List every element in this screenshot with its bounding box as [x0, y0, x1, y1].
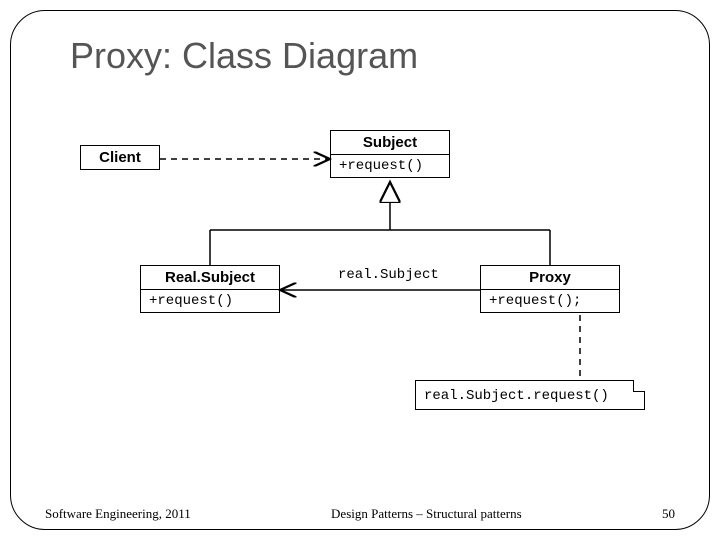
class-name: Subject [331, 131, 449, 155]
footer-center: Design Patterns – Structural patterns [331, 506, 522, 522]
class-box-subject: Subject +request() [330, 130, 450, 178]
class-method: +request(); [481, 290, 619, 312]
class-box-proxy: Proxy +request(); [480, 265, 620, 313]
slide-title: Proxy: Class Diagram [70, 35, 418, 77]
footer-left: Software Engineering, 2011 [45, 506, 191, 522]
class-name: Real.Subject [141, 266, 279, 290]
class-method: +request() [331, 155, 449, 177]
class-box-realsubject: Real.Subject +request() [140, 265, 280, 313]
note-fold-icon [633, 380, 645, 392]
slide-footer: Software Engineering, 2011 Design Patter… [45, 506, 675, 522]
class-name: Client [81, 146, 159, 169]
class-name: Proxy [481, 266, 619, 290]
footer-right: 50 [662, 506, 675, 522]
note-text: real.Subject.request() [424, 388, 609, 404]
edge-label-realsubject: real.Subject [338, 267, 439, 283]
class-method: +request() [141, 290, 279, 312]
class-box-client: Client [80, 145, 160, 170]
note-box: real.Subject.request() [415, 380, 645, 410]
uml-diagram: Client Subject +request() Real.Subject +… [80, 130, 640, 430]
